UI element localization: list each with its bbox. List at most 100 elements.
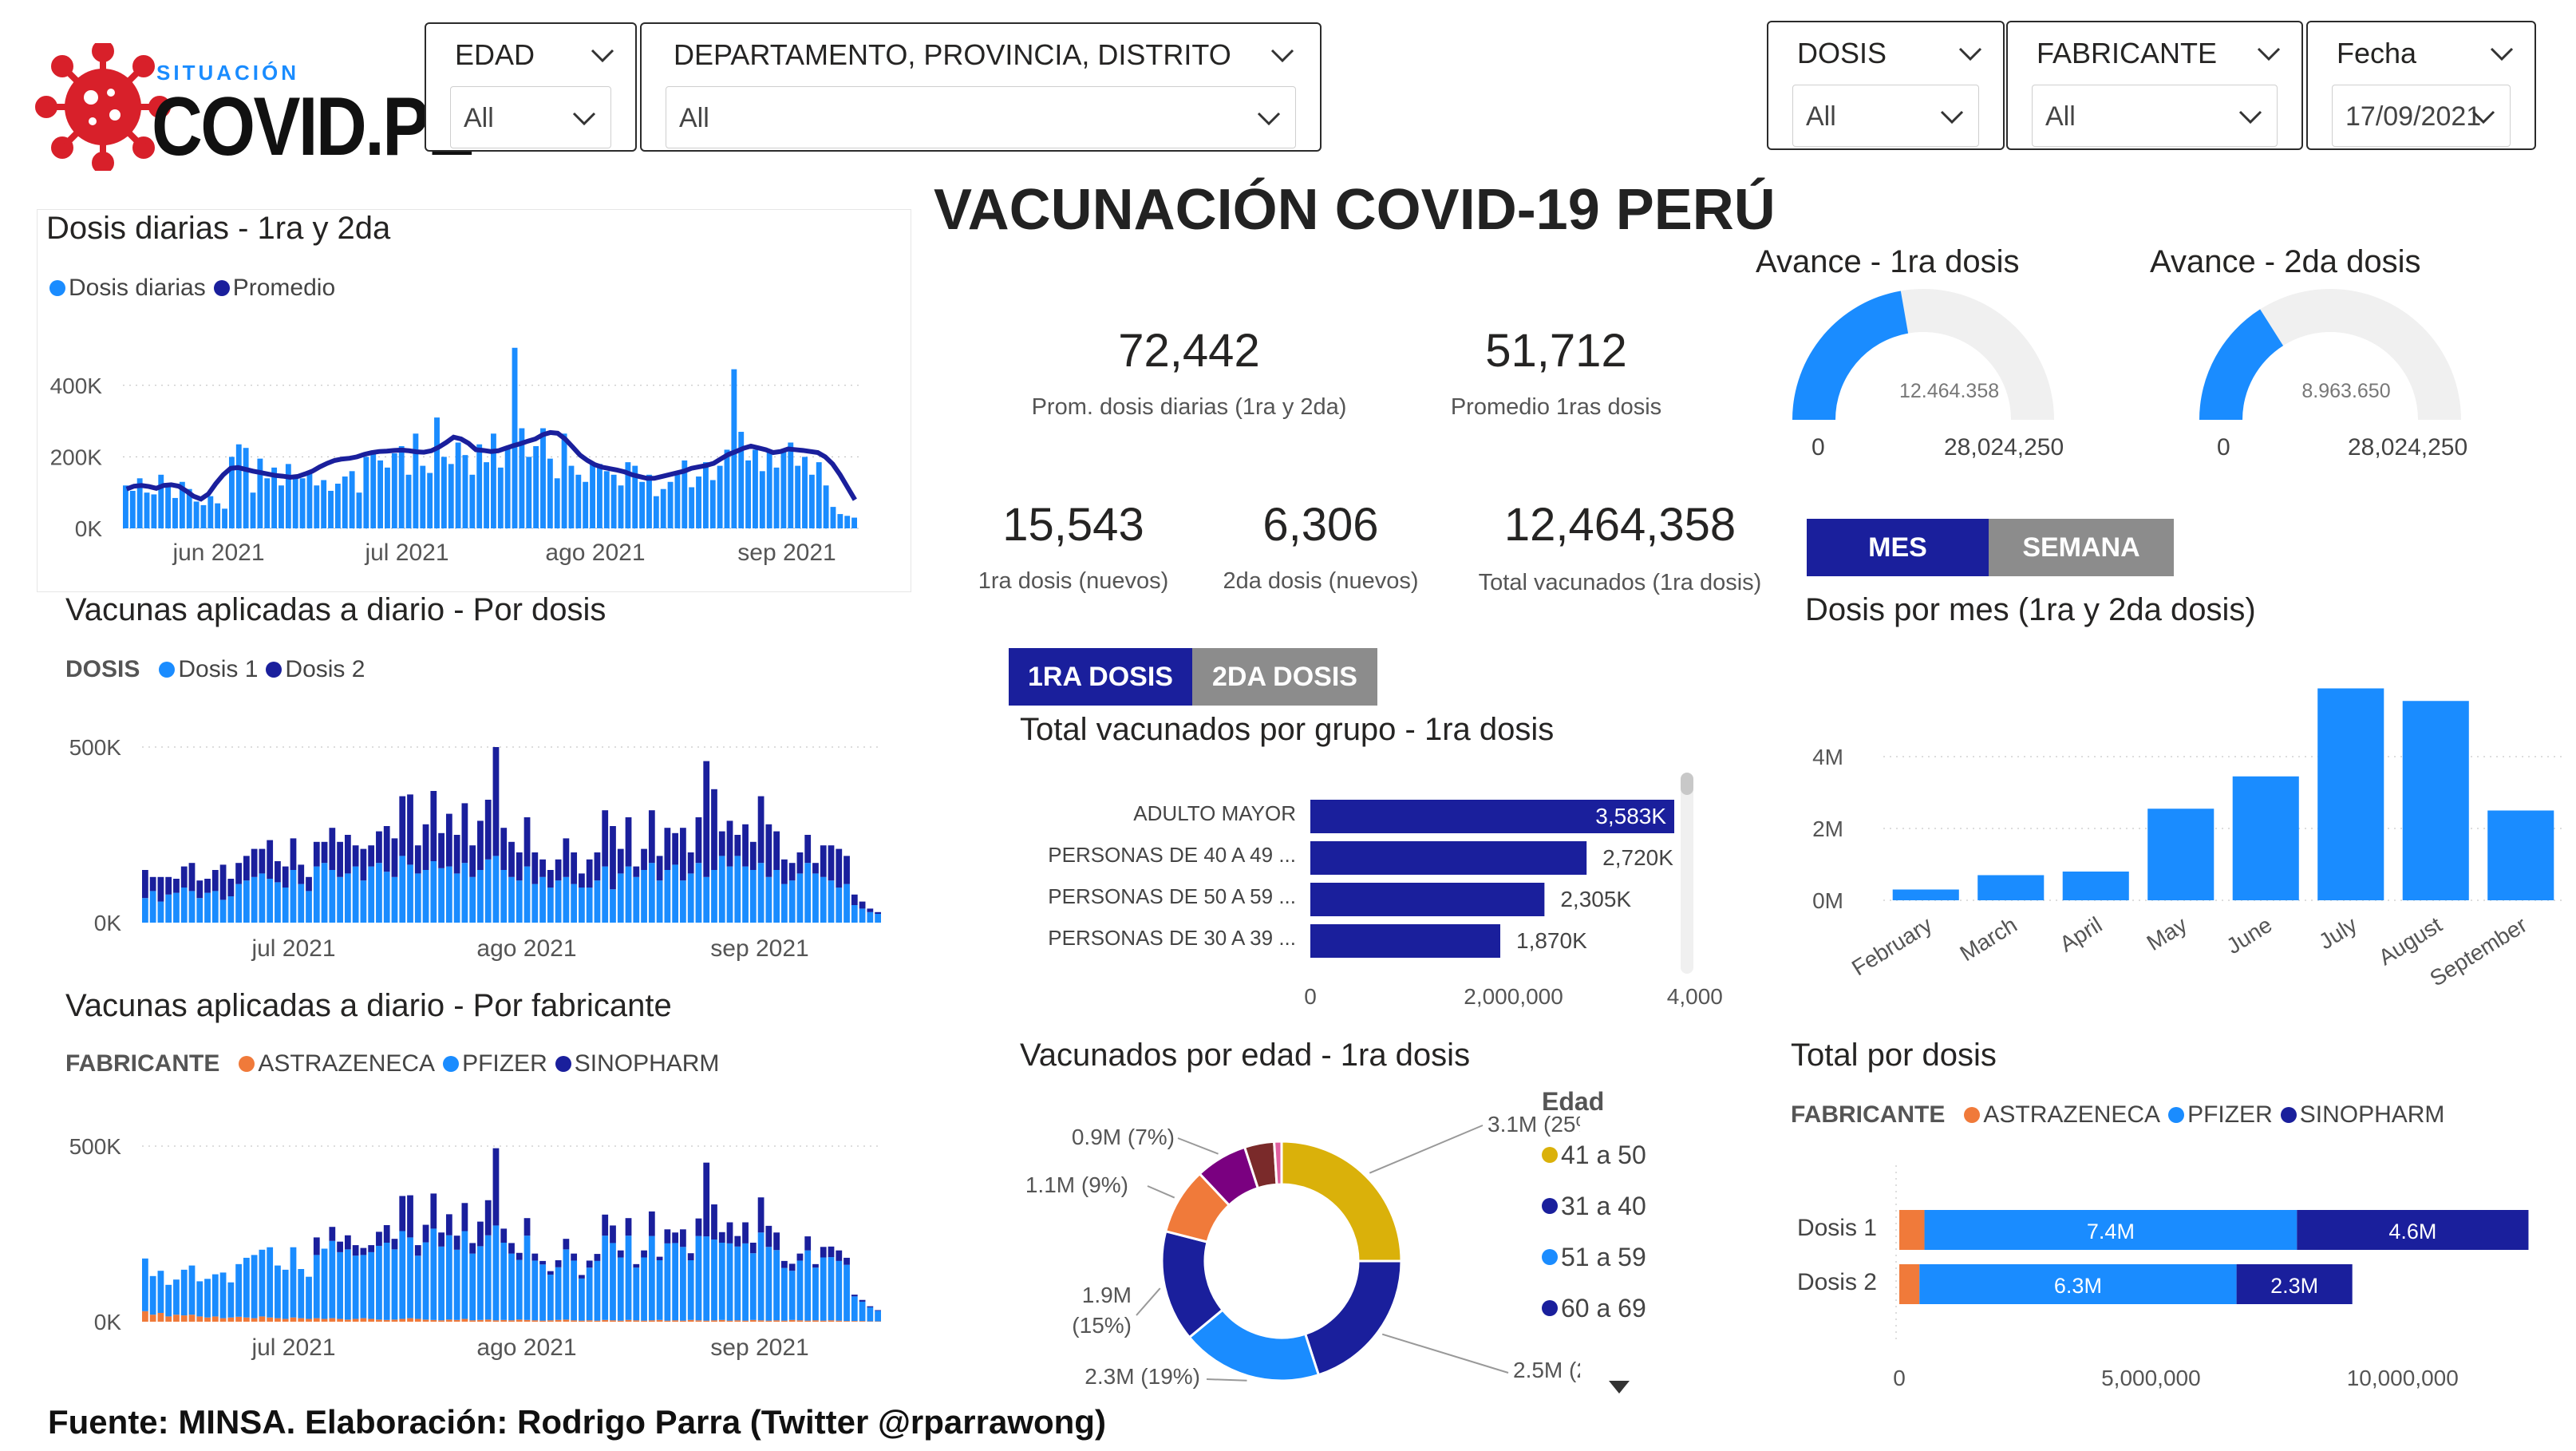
chevron-down-icon[interactable] [2488, 40, 2515, 67]
bar [718, 1319, 725, 1322]
bar [492, 1225, 500, 1321]
bar [430, 791, 437, 861]
fabricante-filter[interactable]: FABRICANTE All [2006, 21, 2303, 150]
brand-big: COVID.PE [152, 81, 475, 173]
bar [500, 1228, 508, 1243]
by-month-chart-title: Dosis por mes (1ra y 2da dosis) [1805, 592, 2256, 627]
bar [742, 1243, 749, 1321]
x-tick-label: sep 2021 [737, 540, 836, 566]
dosis-filter[interactable]: DOSIS All [1767, 21, 2005, 150]
slice-label: 2.5M (20%) [1513, 1358, 1580, 1382]
dosis-select[interactable]: All [1792, 85, 1979, 147]
tab-1ra-dosis[interactable]: 1RA DOSIS [1009, 648, 1192, 706]
bar [243, 880, 250, 923]
virus-icon [35, 43, 171, 171]
bar [602, 810, 609, 867]
bar [306, 471, 313, 528]
bar [765, 1247, 772, 1321]
bar [859, 1301, 866, 1322]
fabricante-value: All [2045, 101, 2076, 132]
gauge-fill [2199, 309, 2284, 420]
gauge-max: 28,024,250 [2348, 434, 2468, 461]
tab-mes[interactable]: MES [1807, 519, 1989, 576]
data-label: 6.3M [2054, 1274, 2102, 1298]
chevron-down-icon [1257, 112, 1281, 126]
tab-2da-dosis[interactable]: 2DA DOSIS [1192, 648, 1377, 706]
bar [196, 898, 203, 923]
scrollbar-thumb[interactable] [1681, 773, 1693, 795]
bar [851, 905, 858, 923]
bar [267, 840, 274, 879]
bar [413, 433, 419, 528]
bar [453, 1319, 460, 1322]
fabricante-select[interactable]: All [2032, 85, 2278, 147]
bar [321, 1319, 328, 1322]
fecha-select[interactable]: 17/09/2021 [2332, 85, 2511, 147]
bar [724, 449, 730, 528]
bar [512, 347, 518, 528]
bar [251, 1255, 258, 1319]
leader-line [1177, 1137, 1219, 1155]
bar [235, 1263, 242, 1317]
fecha-filter[interactable]: Fecha 17/09/2021 [2306, 21, 2536, 150]
bar [461, 863, 468, 923]
region-select[interactable]: All [666, 86, 1296, 148]
edad-select[interactable]: All [450, 86, 611, 148]
chevron-down-icon[interactable] [589, 42, 616, 69]
bar [610, 1243, 616, 1321]
bar [859, 901, 866, 909]
bar [313, 1318, 320, 1322]
bar [780, 449, 787, 528]
bar [157, 876, 164, 902]
bar [407, 1195, 413, 1238]
bar [321, 1248, 328, 1319]
bar [596, 464, 603, 528]
bar [547, 1275, 554, 1321]
bar [211, 1274, 219, 1317]
x-tick-label: May [2143, 912, 2191, 955]
bar [718, 856, 725, 923]
bar [142, 1311, 148, 1322]
chevron-down-icon[interactable] [1957, 40, 1984, 67]
edad-filter[interactable]: EDAD All [425, 22, 637, 152]
bar [337, 841, 343, 877]
chevron-down-icon[interactable] [1269, 42, 1296, 69]
bar [583, 481, 589, 528]
chevron-down-icon[interactable] [2255, 40, 2282, 67]
bar [219, 1272, 227, 1319]
bar [188, 863, 196, 892]
more-icon[interactable] [1607, 1379, 1631, 1395]
bar [497, 467, 504, 528]
fecha-value: 17/09/2021 [2345, 101, 2482, 132]
bar [383, 1225, 390, 1243]
bar [664, 1320, 671, 1322]
bar [680, 1247, 686, 1321]
bar [306, 1319, 312, 1322]
slice-label: 0.9M (7%) [1072, 1125, 1175, 1149]
gauge-value: 8.963.650 [2301, 380, 2391, 402]
bar [329, 828, 336, 870]
bar [618, 485, 624, 528]
tab-semana[interactable]: SEMANA [1989, 519, 2174, 576]
daily-chart: 400K 200K 0K jun 2021 jul 2021 ago 2021 sep 20… [50, 347, 859, 566]
bar [555, 1267, 562, 1320]
chevron-down-icon [572, 112, 596, 126]
bar [804, 1236, 812, 1251]
scrollbar[interactable] [1681, 773, 1693, 974]
bar [453, 873, 460, 923]
bar [399, 1196, 406, 1232]
legend-label: ASTRAZENECA [1983, 1101, 2161, 1128]
bar [243, 448, 249, 528]
bar [547, 1271, 554, 1275]
bar [282, 1319, 289, 1322]
bar [781, 859, 788, 884]
bar [383, 1243, 390, 1320]
bar [407, 1237, 413, 1319]
x-tick-label: sep 2021 [710, 935, 808, 962]
bar [391, 1249, 398, 1320]
bar [610, 1320, 616, 1322]
bar [812, 1267, 819, 1321]
region-filter[interactable]: DEPARTAMENTO, PROVINCIA, DISTRITO All [640, 22, 1322, 152]
bar [687, 1319, 694, 1322]
bar [313, 866, 320, 923]
